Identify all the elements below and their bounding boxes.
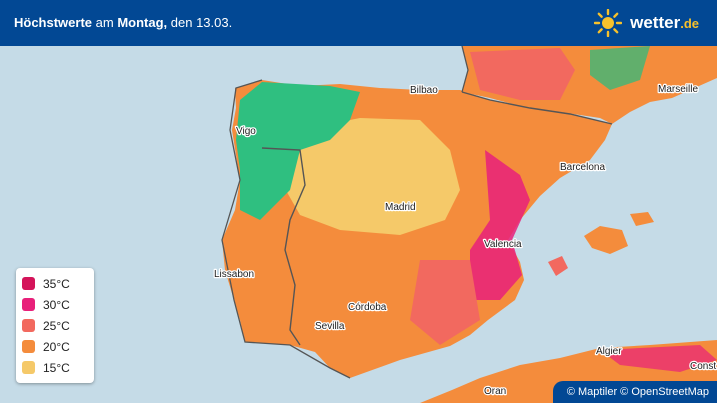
legend-label: 30°C — [43, 297, 70, 312]
heat-zone — [280, 118, 460, 235]
heat-zone — [236, 82, 360, 220]
border — [261, 147, 306, 346]
legend-item: 35°C — [22, 273, 88, 294]
legend-label: 20°C — [43, 339, 70, 354]
city-label: Madrid — [385, 202, 416, 213]
legend: 35°C 30°C 25°C 20°C 15°C — [16, 268, 94, 383]
city-label: Oran — [484, 386, 506, 397]
header: Höchstwerte am Montag, den 13.03. wetter… — [0, 0, 717, 46]
legend-swatch — [22, 340, 35, 353]
land-island — [548, 256, 568, 276]
logo[interactable]: wetter.de — [594, 9, 699, 37]
city-label: Algier — [596, 346, 622, 357]
title-part: am — [92, 15, 118, 30]
heat-zone — [470, 48, 575, 100]
city-labels: Bilbao Marseille Vigo Barcelona Madrid V… — [213, 83, 717, 399]
border — [461, 91, 613, 125]
coastline — [221, 79, 351, 379]
sun-icon — [594, 9, 623, 37]
city-label: Sevilla — [315, 321, 345, 332]
heat-zone — [600, 345, 717, 372]
map[interactable]: Bilbao Marseille Vigo Barcelona Madrid V… — [0, 46, 717, 403]
city-label: Valencia — [484, 239, 522, 250]
legend-item: 15°C — [22, 357, 88, 378]
legend-item: 20°C — [22, 336, 88, 357]
title-part: den 13.03. — [167, 15, 233, 30]
heat-zone — [410, 260, 480, 345]
legend-item: 25°C — [22, 315, 88, 336]
city-label: Const — [690, 361, 716, 372]
legend-item: 30°C — [22, 294, 88, 315]
legend-swatch — [22, 319, 35, 332]
legend-label: 25°C — [43, 318, 70, 333]
title-part: Montag, — [117, 15, 168, 30]
city-label: Lissabon — [214, 269, 254, 280]
logo-name: wetter — [630, 13, 681, 32]
heat-zone — [470, 150, 530, 300]
city-label: Vigo — [236, 126, 256, 137]
city-label: Bilbao — [410, 85, 438, 96]
city-label: Córdoba — [348, 302, 387, 313]
coastline — [461, 46, 469, 93]
legend-swatch — [22, 277, 35, 290]
heat-zone — [590, 46, 650, 90]
attribution[interactable]: © Maptiler © OpenStreetMap — [552, 381, 717, 403]
city-label: Marseille — [658, 84, 698, 95]
legend-label: 35°C — [43, 276, 70, 291]
legend-swatch — [22, 361, 35, 374]
logo-tld: .de — [680, 16, 699, 31]
title-part: Höchstwerte — [14, 15, 93, 30]
land-island — [584, 226, 628, 254]
land-island — [630, 212, 654, 226]
legend-label: 15°C — [43, 360, 70, 375]
legend-swatch — [22, 298, 35, 311]
city-label: Barcelona — [560, 162, 605, 173]
title: Höchstwerte am Montag, den 13.03. — [14, 15, 232, 30]
